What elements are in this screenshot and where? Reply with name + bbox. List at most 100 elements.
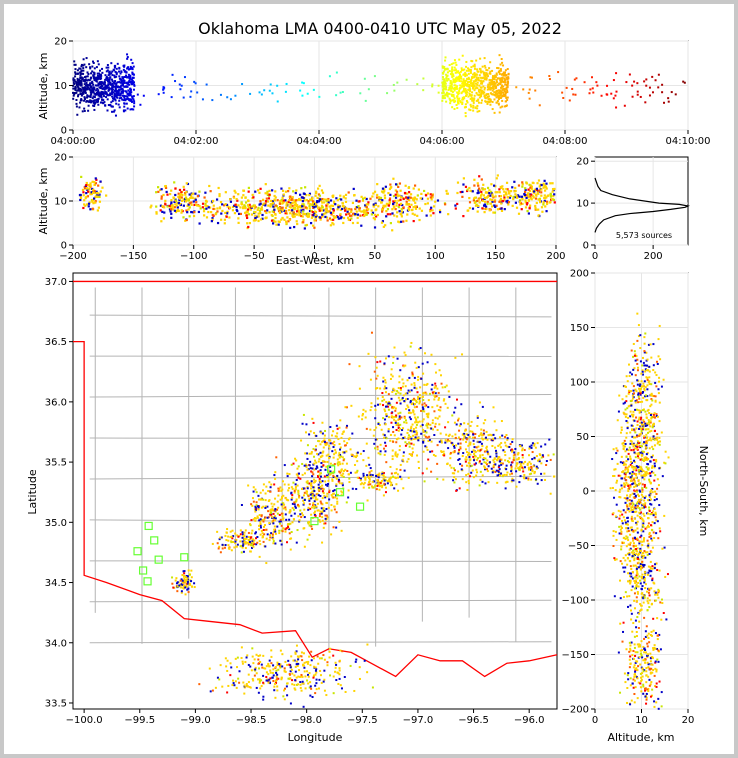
source-point xyxy=(274,190,277,193)
source-point xyxy=(224,203,227,206)
source-point xyxy=(300,516,303,519)
source-point xyxy=(413,384,416,387)
source-point xyxy=(282,193,285,196)
source-point xyxy=(126,97,129,100)
source-point xyxy=(500,202,503,205)
source-point xyxy=(313,481,316,484)
source-point xyxy=(337,493,340,496)
source-point xyxy=(451,414,454,417)
source-point xyxy=(329,426,332,429)
source-point xyxy=(94,101,97,104)
source-point xyxy=(212,204,215,207)
source-point xyxy=(226,528,229,531)
source-point xyxy=(451,472,454,475)
source-point xyxy=(500,186,503,189)
source-point xyxy=(332,218,335,221)
source-point xyxy=(542,201,545,204)
source-point xyxy=(387,355,390,358)
source-point xyxy=(384,450,387,453)
source-point xyxy=(211,199,215,203)
source-point xyxy=(415,426,418,429)
source-point xyxy=(325,454,328,457)
source-point xyxy=(380,428,383,431)
source-point xyxy=(128,81,131,84)
source-point xyxy=(311,490,314,493)
source-point xyxy=(296,467,299,470)
source-point xyxy=(242,533,245,536)
source-point xyxy=(259,543,262,546)
source-point xyxy=(398,415,401,418)
source-point xyxy=(306,482,309,485)
source-point xyxy=(92,95,95,98)
source-point xyxy=(73,82,76,85)
source-point xyxy=(79,74,82,77)
source-point xyxy=(319,487,322,490)
source-point xyxy=(490,82,493,85)
source-point xyxy=(388,197,392,200)
source-point xyxy=(318,209,321,212)
source-point xyxy=(183,188,186,191)
source-point xyxy=(313,513,316,516)
source-point xyxy=(280,208,283,211)
source-point xyxy=(220,212,223,215)
source-point xyxy=(478,401,481,404)
source-point xyxy=(106,109,109,112)
source-point xyxy=(92,87,95,90)
source-point xyxy=(259,518,262,521)
source-point xyxy=(311,202,315,205)
source-point xyxy=(374,202,377,205)
source-point xyxy=(467,95,470,98)
source-point xyxy=(87,205,90,208)
source-point xyxy=(168,208,172,211)
source-point xyxy=(249,536,252,539)
source-point xyxy=(396,473,399,476)
source-point xyxy=(298,495,301,498)
source-point xyxy=(305,463,308,466)
source-point xyxy=(247,531,250,534)
source-point xyxy=(361,199,365,202)
source-point xyxy=(100,93,103,96)
source-point xyxy=(306,444,309,447)
source-point xyxy=(496,208,500,211)
source-point xyxy=(491,193,494,196)
source-point xyxy=(485,446,488,449)
source-point xyxy=(321,510,324,513)
source-point xyxy=(398,203,401,206)
source-point xyxy=(321,497,324,500)
source-point xyxy=(420,197,424,200)
source-point xyxy=(348,363,351,366)
source-point xyxy=(400,416,403,419)
source-point xyxy=(397,185,400,189)
source-point xyxy=(440,450,443,453)
source-point xyxy=(489,92,492,95)
source-point xyxy=(290,491,293,494)
source-point xyxy=(533,470,536,473)
source-point xyxy=(118,80,121,83)
source-point xyxy=(648,86,651,89)
source-point xyxy=(447,390,450,393)
source-point xyxy=(510,472,513,475)
source-point xyxy=(286,475,289,478)
source-point xyxy=(256,535,259,538)
source-point xyxy=(387,393,390,396)
source-point xyxy=(460,68,463,71)
source-point xyxy=(444,81,447,84)
source-point xyxy=(338,456,341,459)
source-point xyxy=(276,500,279,503)
source-point xyxy=(163,206,166,209)
source-point xyxy=(527,477,530,480)
source-point xyxy=(405,398,408,401)
source-point xyxy=(284,190,288,193)
source-point xyxy=(305,466,308,469)
source-point xyxy=(480,101,483,104)
source-point xyxy=(535,208,538,211)
source-point xyxy=(311,475,314,478)
source-point xyxy=(313,455,316,458)
source-point xyxy=(236,199,239,202)
source-point xyxy=(272,530,275,533)
source-point xyxy=(335,483,338,486)
source-point xyxy=(113,109,116,112)
source-point xyxy=(533,444,536,447)
source-point xyxy=(171,204,174,207)
source-point xyxy=(384,185,387,188)
